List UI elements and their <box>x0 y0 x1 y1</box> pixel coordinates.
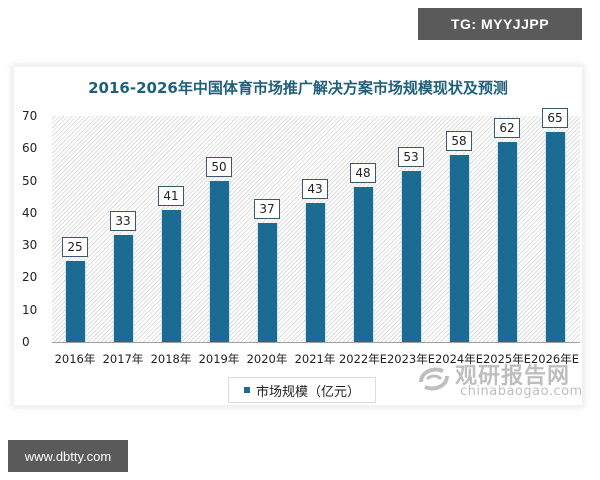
x-tick-label: 2026年E <box>530 352 580 366</box>
data-label: 53 <box>398 146 424 167</box>
y-tick-label: 30 <box>22 238 38 253</box>
y-tick-label: 70 <box>22 109 38 123</box>
y-tick-label: 20 <box>22 270 38 285</box>
data-label: 43 <box>302 179 328 200</box>
watermark: 观研报告网 chinabaogao.com <box>415 358 585 402</box>
y-tick-label: 60 <box>22 141 38 156</box>
x-tick-label: 2016年 <box>54 352 96 366</box>
y-tick-label: 0 <box>22 335 30 349</box>
x-tick-label: 2020年 <box>246 352 288 366</box>
x-tick-label: 2017年 <box>102 352 144 366</box>
bar <box>545 132 565 342</box>
x-axis-line <box>52 342 580 343</box>
chinabaogao-logo-icon <box>419 367 449 391</box>
watermark-cn: 观研报告网 <box>455 364 571 389</box>
bar <box>305 203 325 342</box>
url-badge: www.dbtty.com <box>8 440 128 472</box>
bar <box>209 180 229 342</box>
y-tick-label: 50 <box>22 173 38 188</box>
bar <box>449 154 469 342</box>
legend: 市场规模（亿元） <box>228 377 376 403</box>
tg-badge: TG: MYYJJPP <box>418 8 582 40</box>
bar <box>113 235 133 342</box>
data-label: 25 <box>62 237 88 258</box>
data-label: 33 <box>110 211 136 232</box>
bar <box>497 141 517 342</box>
data-label: 41 <box>158 185 184 206</box>
legend-swatch-icon <box>243 387 250 393</box>
x-tick-label: 2019年 <box>198 352 240 366</box>
data-label: 48 <box>350 163 376 184</box>
x-tick-label: 2021年 <box>294 352 336 366</box>
y-tick-label: 10 <box>22 302 38 317</box>
watermark-en: chinabaogao.com <box>460 384 583 399</box>
bar <box>161 209 181 342</box>
x-tick-label: 2018年 <box>150 352 192 366</box>
data-label: 62 <box>494 117 520 138</box>
bar <box>257 222 277 342</box>
data-label: 58 <box>446 130 472 151</box>
data-label: 37 <box>254 198 280 219</box>
y-tick-label: 40 <box>22 205 38 220</box>
bar <box>401 170 421 342</box>
data-label: 50 <box>206 156 232 177</box>
bar <box>353 187 373 342</box>
data-label: 65 <box>542 108 568 129</box>
x-tick-label: 2023年E <box>386 352 436 366</box>
legend-label: 市场规模（亿元） <box>255 384 360 400</box>
x-tick-label: 2024年E <box>434 352 484 366</box>
bar <box>65 261 85 342</box>
chart-title: 2016-2026年中国体育市场推广解决方案市场规模现状及预测 <box>88 79 508 97</box>
x-tick-label: 2022年E <box>338 352 388 366</box>
x-tick-label: 2025年E <box>482 352 532 366</box>
